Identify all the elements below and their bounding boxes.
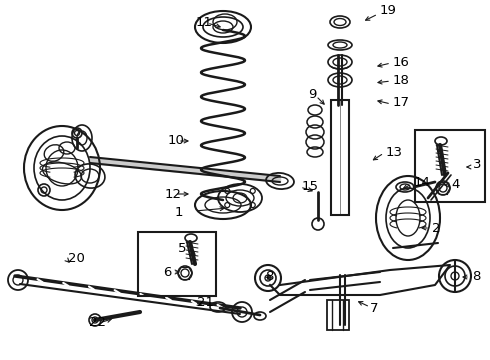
Text: 2: 2 [432,221,441,234]
Text: 12: 12 [165,188,182,201]
Text: 14: 14 [414,176,431,189]
Text: 10: 10 [168,134,185,147]
Text: 13: 13 [386,145,403,158]
Text: 16: 16 [393,55,410,68]
Bar [331,100,349,215]
Text: 22: 22 [89,316,106,329]
Text: 1: 1 [175,206,183,219]
Text: 15: 15 [302,180,319,193]
Text: 18: 18 [393,73,410,86]
Text: 8: 8 [265,270,273,284]
Text: 21: 21 [197,296,214,309]
Text: 20: 20 [68,252,85,265]
Text: 19: 19 [380,4,397,17]
Text: 5: 5 [178,242,187,255]
Text: 3: 3 [473,158,482,171]
Text: 7: 7 [370,302,378,315]
Text: 8: 8 [472,270,480,284]
Text: 11: 11 [196,15,213,28]
Bar [138,232,216,296]
Text: 17: 17 [393,96,410,109]
Text: 6: 6 [163,266,172,279]
Text: 9: 9 [308,89,317,102]
Bar [415,130,485,202]
Text: 4: 4 [451,179,460,192]
Bar [327,300,349,330]
